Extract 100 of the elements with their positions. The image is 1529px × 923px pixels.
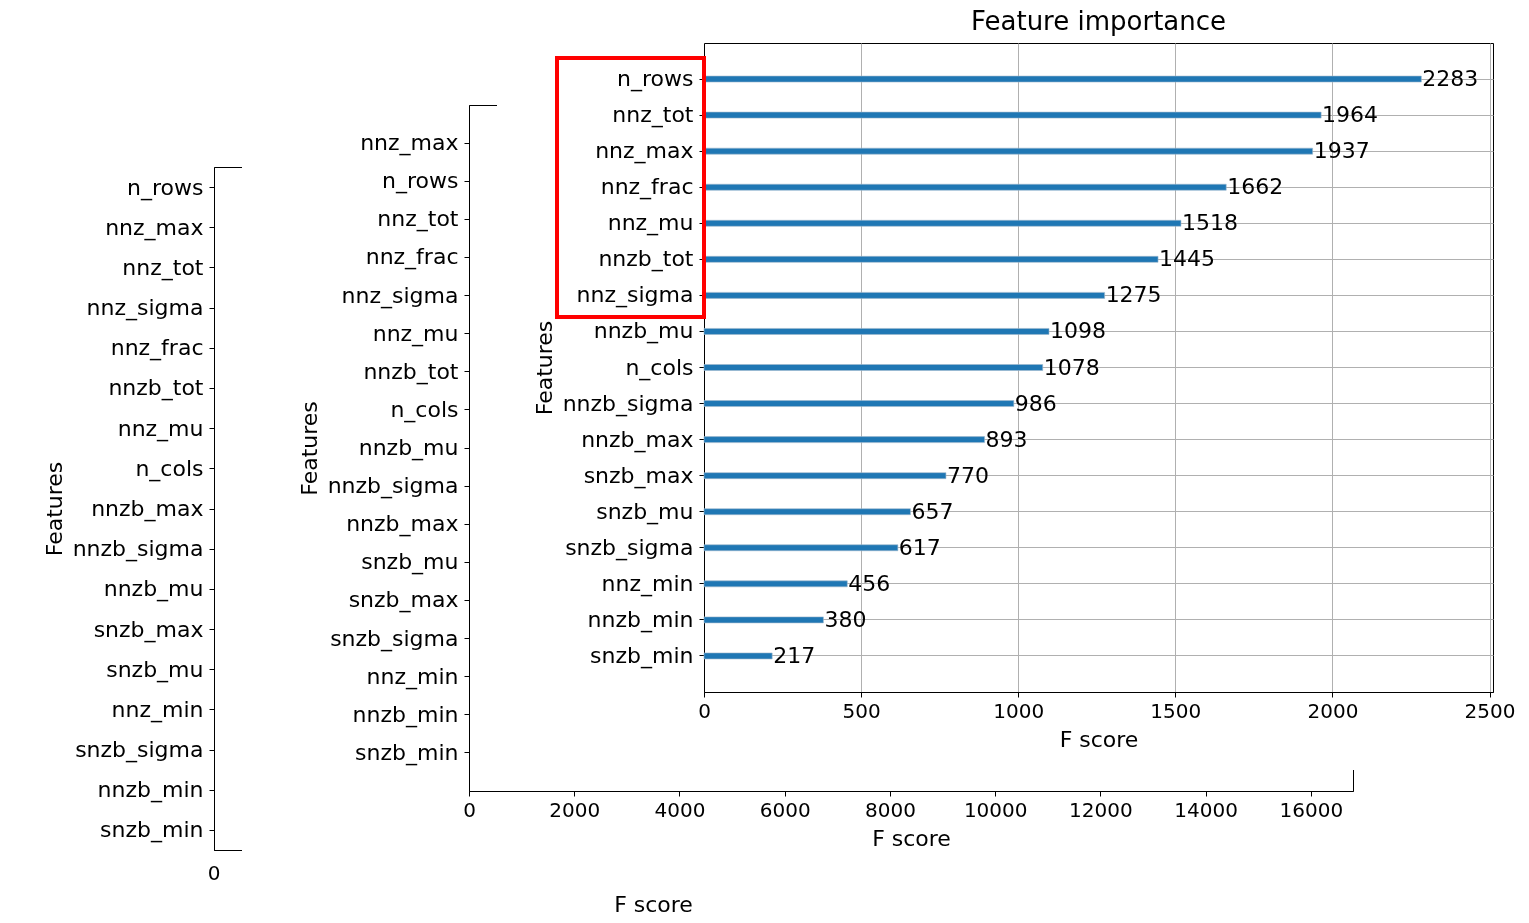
y-tick-label: nnz_max bbox=[595, 138, 694, 165]
data-label: 893 bbox=[985, 426, 1028, 452]
bar bbox=[703, 652, 773, 660]
data-label: 1078 bbox=[1043, 354, 1100, 380]
y-axis-title: Features bbox=[296, 401, 322, 496]
data-label: 657 bbox=[911, 498, 954, 524]
y-tick-label: n_cols bbox=[390, 396, 459, 423]
bar bbox=[703, 75, 1422, 83]
y-tick-label: snzb_min bbox=[355, 739, 459, 766]
text: Features bbox=[41, 461, 67, 557]
y-tick-label: snzb_mu bbox=[596, 498, 694, 525]
x-tick-label: 2500 bbox=[1464, 698, 1516, 723]
y-tick-label: snzb_sigma bbox=[330, 625, 459, 652]
bar bbox=[703, 508, 911, 516]
y-tick-label: nnz_max bbox=[360, 130, 459, 157]
x-tick-label: 8000 bbox=[865, 797, 916, 822]
y-tick-label: snzb_min bbox=[590, 642, 694, 669]
x-tick-label: 0 bbox=[698, 698, 711, 723]
category-label: nnz_frac bbox=[110, 335, 204, 362]
bar bbox=[703, 616, 824, 624]
x-tick-label: 12000 bbox=[1069, 797, 1133, 822]
data-label: 1518 bbox=[1181, 210, 1238, 236]
bar bbox=[703, 400, 1015, 407]
y-tick-label: n_rows bbox=[617, 66, 694, 93]
x-tick-label: 500 bbox=[842, 698, 881, 723]
category-label: nnzb_tot bbox=[108, 375, 204, 402]
y-tick-label: n_rows bbox=[382, 168, 459, 195]
y-tick-label: nnzb_mu bbox=[358, 435, 459, 461]
category-label: nnz_mu bbox=[117, 415, 204, 442]
bar bbox=[703, 364, 1044, 371]
bar bbox=[703, 544, 899, 552]
data-label: 1098 bbox=[1050, 318, 1107, 344]
y-tick-label: nnzb_min bbox=[587, 606, 694, 633]
bar bbox=[703, 292, 1105, 299]
bar bbox=[703, 328, 1050, 335]
y-tick-label: nnz_sigma bbox=[341, 282, 459, 309]
text: F score bbox=[614, 891, 693, 917]
category-label: nnzb_min bbox=[97, 777, 204, 804]
y-tick-label: nnz_sigma bbox=[576, 282, 694, 309]
category-label: nnz_min bbox=[111, 696, 204, 723]
y-tick-label: nnzb_sigma bbox=[562, 390, 694, 417]
data-label: 1662 bbox=[1227, 174, 1284, 200]
y-tick-label: nnz_min bbox=[366, 663, 459, 690]
y-tick-label: nnz_mu bbox=[607, 210, 694, 237]
bar bbox=[703, 256, 1159, 263]
category-label: nnzb_sigma bbox=[72, 536, 204, 563]
y-tick-label: nnzb_max bbox=[581, 426, 694, 453]
y-tick-label: snzb_sigma bbox=[565, 534, 694, 561]
data-label: 217 bbox=[773, 642, 816, 668]
y-tick-label: snzb_max bbox=[348, 587, 459, 614]
bar bbox=[703, 147, 1313, 155]
y-tick-label: nnzb_sigma bbox=[327, 473, 459, 500]
x-tick-label: 1000 bbox=[993, 698, 1045, 723]
y-tick-label: snzb_mu bbox=[361, 549, 459, 576]
x-tick-label: 10000 bbox=[963, 797, 1028, 822]
category-label: nnzb_mu bbox=[103, 576, 204, 603]
text: 0 bbox=[207, 861, 221, 885]
category-label: snzb_max bbox=[93, 616, 204, 643]
y-tick-label: nnzb_mu bbox=[593, 318, 694, 345]
y-tick-label: snzb_max bbox=[583, 462, 694, 489]
y-tick-label: nnz_min bbox=[601, 570, 694, 597]
y-tick-label: nnzb_tot bbox=[363, 358, 459, 385]
data-label: 1937 bbox=[1313, 138, 1370, 164]
y-tick-label: nnz_tot bbox=[612, 102, 694, 129]
data-label: 380 bbox=[824, 606, 867, 632]
category-label: snzb_min bbox=[100, 817, 204, 844]
data-label: 1275 bbox=[1105, 282, 1162, 308]
x-axis-title: F score bbox=[1059, 726, 1139, 752]
x-tick-label: 2000 bbox=[1307, 698, 1359, 723]
category-label: snzb_sigma bbox=[75, 737, 204, 764]
data-label: 2283 bbox=[1422, 66, 1479, 92]
category-label: nnz_tot bbox=[122, 254, 204, 281]
category-label: n_cols bbox=[135, 455, 204, 482]
y-tick-label: nnzb_tot bbox=[598, 246, 694, 273]
data-label: 770 bbox=[946, 462, 989, 488]
category-label: snzb_mu bbox=[106, 656, 204, 683]
x-tick-label: 1500 bbox=[1150, 698, 1202, 723]
y-tick-label: nnzb_min bbox=[352, 701, 459, 728]
category-label: n_rows bbox=[127, 174, 204, 201]
bar bbox=[703, 111, 1322, 119]
y-tick-label: nnz_frac bbox=[365, 244, 459, 271]
x-tick-label: 16000 bbox=[1279, 797, 1344, 822]
x-tick-label: 14000 bbox=[1174, 797, 1238, 822]
chart-title: Feature importance bbox=[970, 6, 1227, 36]
data-label: 617 bbox=[898, 534, 941, 560]
data-label: 986 bbox=[1014, 390, 1057, 416]
category-label: nnz_max bbox=[105, 214, 204, 241]
x-axis-title: F score bbox=[872, 825, 951, 851]
data-label: 1964 bbox=[1322, 102, 1379, 128]
x-tick-label: 6000 bbox=[759, 797, 811, 822]
x-tick-label: 4000 bbox=[654, 797, 706, 822]
category-label: nnz_sigma bbox=[86, 295, 204, 322]
x-tick-label: 0 bbox=[463, 797, 476, 822]
bar bbox=[703, 580, 848, 588]
bar bbox=[703, 436, 985, 443]
bar bbox=[703, 219, 1182, 227]
x-tick-label: 2000 bbox=[549, 797, 601, 822]
bar bbox=[703, 183, 1227, 191]
y-tick-label: nnz_frac bbox=[600, 174, 694, 201]
bar bbox=[703, 472, 947, 479]
